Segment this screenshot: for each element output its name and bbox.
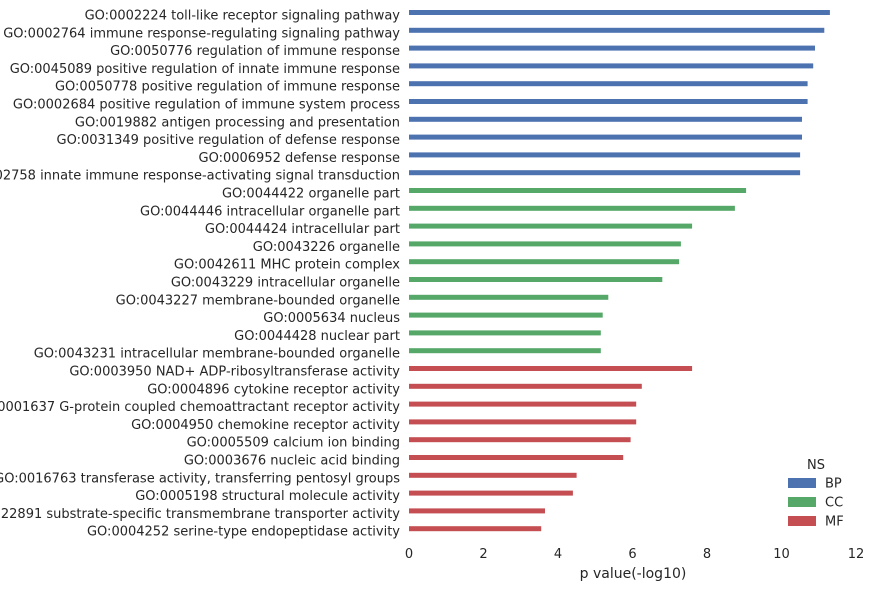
category-label: GO:0002684 positive regulation of immune… [13, 98, 400, 113]
bar [409, 10, 830, 15]
bar [409, 134, 802, 140]
x-tick-label: 12 [848, 547, 865, 562]
bar [409, 81, 808, 87]
category-label: GO:0043229 intracellular organelle [171, 276, 400, 291]
bar [409, 99, 808, 104]
bar [409, 27, 825, 33]
bar [409, 116, 802, 122]
category-label: GO:0031349 positive regulation of defens… [57, 133, 400, 148]
x-axis-ticks: 0 2 4 6 8 10 12 [405, 547, 864, 562]
legend-swatch [788, 516, 816, 526]
bar [409, 277, 663, 282]
bar [409, 170, 801, 176]
category-label: GO:0043231 intracellular membrane-bounde… [34, 347, 400, 362]
x-tick-label: 8 [703, 547, 711, 562]
category-label: GO:0004896 cytokine receptor activity [147, 382, 400, 397]
category-label: GO:0044424 intracellular part [205, 222, 400, 237]
x-tick-label: 10 [773, 547, 790, 562]
bar [409, 188, 747, 193]
legend-swatch [788, 478, 816, 488]
legend-swatch [788, 497, 816, 507]
category-label: GO:0043226 organelle [253, 240, 400, 255]
bar [409, 45, 815, 51]
category-label: GO:0003676 nucleic acid binding [184, 454, 400, 469]
legend-title: NS [807, 458, 825, 473]
category-label: GO:0006952 defense response [199, 151, 401, 166]
category-label: GO:0005634 nucleus [263, 311, 400, 326]
bar [409, 205, 735, 211]
category-label: GO:0001637 G-protein coupled chemoattrac… [0, 400, 400, 415]
legend: NS BP CC MF [788, 458, 844, 530]
bar [409, 259, 680, 265]
legend-label: CC [825, 496, 843, 511]
x-tick-label: 6 [628, 547, 636, 562]
category-label: GO:0044446 intracellular organelle part [140, 204, 400, 219]
legend-entries: BP CC MF [788, 477, 844, 530]
category-label: GO:0050778 positive regulation of immune… [55, 80, 400, 95]
category-label: GO:0005509 calcium ion binding [187, 436, 400, 451]
legend-label: BP [825, 477, 842, 492]
category-label: GO:0019882 antigen processing and presen… [75, 115, 400, 130]
bar [409, 401, 637, 407]
bar [409, 472, 577, 478]
x-axis-label: p value(-log10) [580, 566, 687, 582]
category-label: GO:0045089 positive regulation of innate… [10, 62, 400, 77]
bar [409, 490, 573, 496]
category-label: GO:0050776 regulation of immune response [110, 44, 400, 59]
bar [409, 455, 624, 460]
category-label: GO:0003950 NAD+ ADP-ribosyltransferase a… [69, 365, 400, 380]
category-label: GO:0044422 organelle part [222, 187, 400, 202]
x-tick-label: 4 [554, 547, 562, 562]
category-label: GO:0002764 immune response-regulating si… [3, 26, 400, 41]
bar [409, 330, 601, 336]
bar [409, 383, 642, 389]
category-label: GO:0044428 nuclear part [234, 329, 400, 344]
bar [409, 348, 601, 354]
category-label: GO:0005198 structural molecule activity [135, 489, 400, 504]
category-label: GO:0043227 membrane-bounded organelle [116, 293, 400, 308]
x-tick-label: 2 [479, 547, 487, 562]
category-label: GO:0002758 innate immune response-activa… [0, 169, 400, 184]
category-label: GO:0042611 MHC protein complex [174, 258, 400, 273]
category-labels: GO:0002224 toll-like receptor signaling … [0, 9, 400, 540]
category-label: GO:0002224 toll-like receptor signaling … [85, 9, 401, 24]
bars-layer [409, 10, 830, 532]
bar [409, 223, 693, 229]
bar [409, 508, 545, 514]
bar [409, 241, 681, 247]
bar [409, 312, 603, 318]
bar [409, 419, 637, 425]
bar [409, 294, 609, 300]
category-label: GO:0022891 substrate-specific transmembr… [0, 507, 400, 522]
category-label: GO:0004252 serine-type endopeptidase act… [87, 525, 400, 540]
bar [409, 526, 542, 532]
category-label: GO:0004950 chemokine receptor activity [131, 418, 400, 433]
bar [409, 437, 631, 443]
category-label: GO:0016763 transferase activity, transfe… [0, 471, 400, 486]
bar [409, 152, 801, 158]
legend-label: MF [825, 515, 844, 530]
bar [409, 63, 814, 69]
x-tick-label: 0 [405, 547, 413, 562]
bar [409, 366, 693, 371]
